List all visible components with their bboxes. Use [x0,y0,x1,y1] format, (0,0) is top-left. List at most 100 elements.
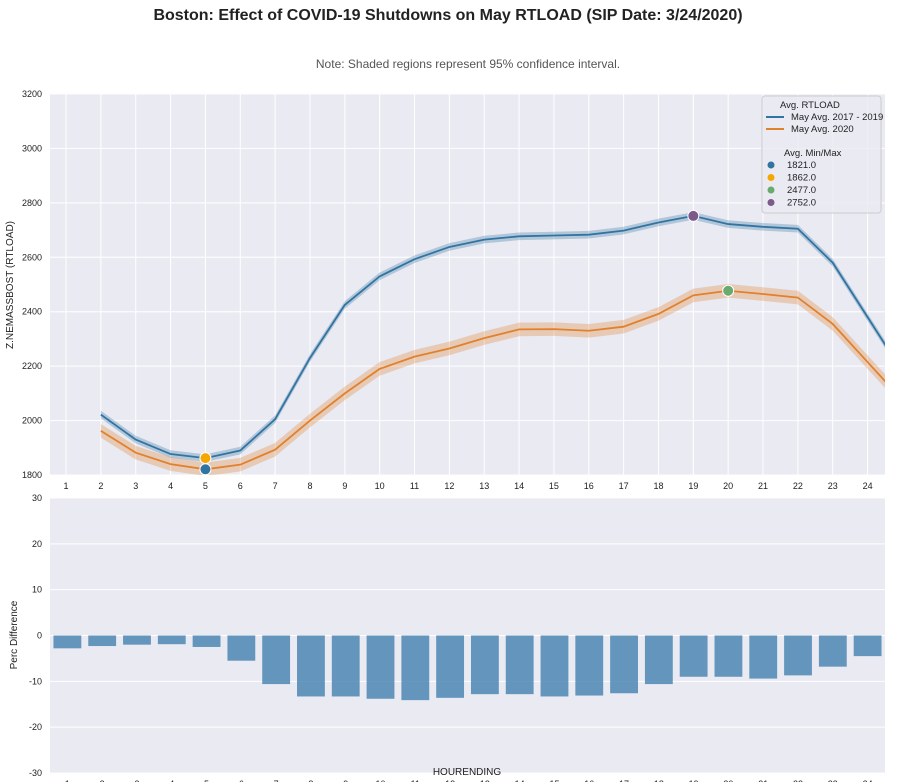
bar [505,635,534,695]
bar [157,635,186,645]
x-tick-label: 5 [203,481,208,491]
y-tick-label: -20 [29,722,42,732]
bar [192,635,221,647]
x-tick-label: 17 [619,481,629,491]
bar [714,635,743,677]
plot-background [50,94,885,475]
x-tick-label: 4 [169,779,174,782]
bar [331,635,360,697]
min-max-point [199,463,212,476]
bar [366,635,395,699]
x-tick-label: 10 [375,481,385,491]
x-tick-label: 9 [343,779,348,782]
bar [401,635,430,701]
x-tick-label: 3 [133,481,138,491]
legend-title: Avg. RTLOAD [780,100,840,111]
y-tick-label: 10 [32,585,42,595]
x-tick-label: 15 [549,779,559,782]
y-tick-label: 3000 [22,143,42,153]
y-tick-label: 2800 [22,198,42,208]
bar [610,635,638,694]
x-tick-label: 23 [828,779,838,782]
y-tick-label: -10 [29,676,42,686]
bar [53,635,82,649]
bar [679,635,708,677]
x-tick-label: 22 [793,779,803,782]
x-tick-label: 21 [758,481,768,491]
legend-label: 1862.0 [787,173,816,184]
x-tick-label: 13 [479,481,489,491]
x-tick-label: 14 [514,481,524,491]
x-tick-label: 21 [758,779,768,782]
x-tick-label: 22 [793,481,803,491]
x-tick-label: 13 [480,779,490,782]
x-tick-label: 20 [723,779,733,782]
x-tick-label: 9 [342,481,347,491]
bar [853,635,882,657]
legend-point-swatch [767,161,775,169]
x-tick-label: 12 [444,481,454,491]
x-tick-label: 24 [863,481,873,491]
x-tick-label: 11 [411,779,420,782]
x-tick-label: 10 [376,779,386,782]
bar [470,635,499,695]
chart-title: Boston: Effect of COVID-19 Shutdowns on … [153,7,742,24]
bar [575,635,604,696]
x-tick-label: 14 [515,779,525,782]
legend-box [761,95,882,214]
x-tick-label: 19 [689,779,699,782]
top-y-axis-label: Z.NEMASSBOST (RTLOAD) [5,221,16,349]
x-tick-label: 6 [239,779,244,782]
x-tick-label: 4 [168,481,173,491]
min-max-point [722,284,735,297]
bar [818,635,847,667]
bar [227,635,256,661]
x-tick-label: 18 [653,481,663,491]
y-tick-label: -30 [29,768,42,778]
x-tick-label: 24 [863,779,873,782]
x-tick-label: 7 [274,779,279,782]
bar [297,635,325,697]
x-tick-label: 1 [65,779,70,782]
x-tick-label: 6 [238,481,243,491]
series-group [100,212,885,475]
y-tick-label: 1800 [22,470,42,480]
bar [436,635,465,698]
y-tick-label: 2200 [22,361,42,371]
y-tick-label: 2000 [22,416,42,426]
y-tick-label: 2400 [22,307,42,317]
x-tick-label: 2 [98,481,103,491]
legend-title: Avg. Min/Max [784,148,842,159]
bar [540,635,569,697]
bar-plot: -30-20-100102030123456789101112131415161… [29,493,885,782]
min-max-point [199,452,212,465]
x-tick-label: 2 [100,779,105,782]
legend-label: 2752.0 [787,198,816,209]
x-tick-label: 8 [307,481,312,491]
bar [784,635,812,676]
chart-subtitle: Note: Shaded regions represent 95% confi… [316,57,620,71]
y-tick-label: 0 [37,631,42,641]
x-tick-label: 12 [445,779,455,782]
x-tick-label: 16 [584,481,594,491]
x-tick-label: 17 [619,779,629,782]
x-tick-label: 1 [64,481,69,491]
x-tick-label: 15 [549,481,559,491]
legend-point-swatch [767,199,775,206]
legend-point-swatch [767,174,775,181]
bar [88,635,117,647]
series-line [100,289,885,471]
bar [123,635,151,645]
legend-point-swatch [767,186,775,194]
x-tick-label: 8 [308,779,313,782]
min-max-point [687,209,700,222]
x-tick-label: 20 [723,481,733,491]
legend-label: May Avg. 2017 - 2019 [791,112,883,123]
legend-label: May Avg. 2020 [791,124,854,135]
bar [644,635,673,685]
bottom-x-axis-label: HOURENDING [433,767,502,778]
legend-label: 2477.0 [787,185,816,196]
y-tick-label: 30 [32,493,42,503]
